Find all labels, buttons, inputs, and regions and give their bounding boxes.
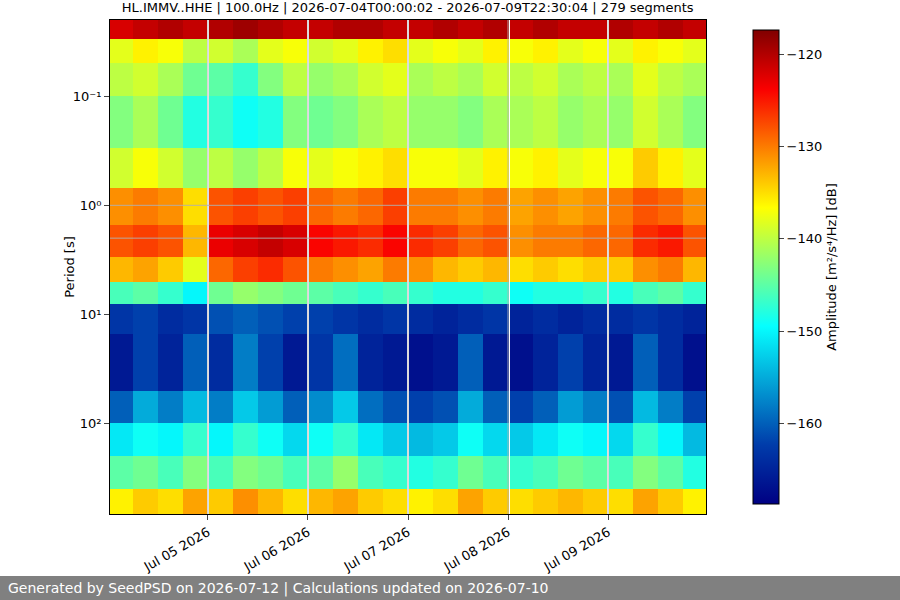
html-text:Generated by SeedPSD on 2026-0: Generated by SeedPSD on 2026-07-12 | Cal… <box>8 580 549 596</box>
svg-text:Jul 09 2026: Jul 09 2026 <box>541 524 613 574</box>
svg-text:HL.IMMV..HHE | 100.0Hz | 2026-: HL.IMMV..HHE | 100.0Hz | 2026-07-04T00:0… <box>122 0 694 15</box>
svg-text:−150: −150 <box>787 324 823 339</box>
svg-text:Period [s]: Period [s] <box>62 236 77 298</box>
svg-text:10¹: 10¹ <box>80 307 102 322</box>
svg-text:10⁻¹: 10⁻¹ <box>73 89 102 104</box>
svg-text:Jul 08 2026: Jul 08 2026 <box>441 524 513 574</box>
svg-text:10⁰: 10⁰ <box>80 198 102 213</box>
svg-text:Jul 07 2026: Jul 07 2026 <box>341 524 413 574</box>
svg-text:−160: −160 <box>787 416 823 431</box>
svg-text:10²: 10² <box>80 416 102 431</box>
svg-text:−120: −120 <box>787 47 823 62</box>
svg-text:Jul 05 2026: Jul 05 2026 <box>141 524 213 574</box>
svg-text:Amplitude [m²/s⁴/Hz] [dB]: Amplitude [m²/s⁴/Hz] [dB] <box>824 183 839 351</box>
svg-text:−130: −130 <box>787 139 823 154</box>
svg-text:Jul 06 2026: Jul 06 2026 <box>241 524 313 574</box>
svg-text:−140: −140 <box>787 231 823 246</box>
